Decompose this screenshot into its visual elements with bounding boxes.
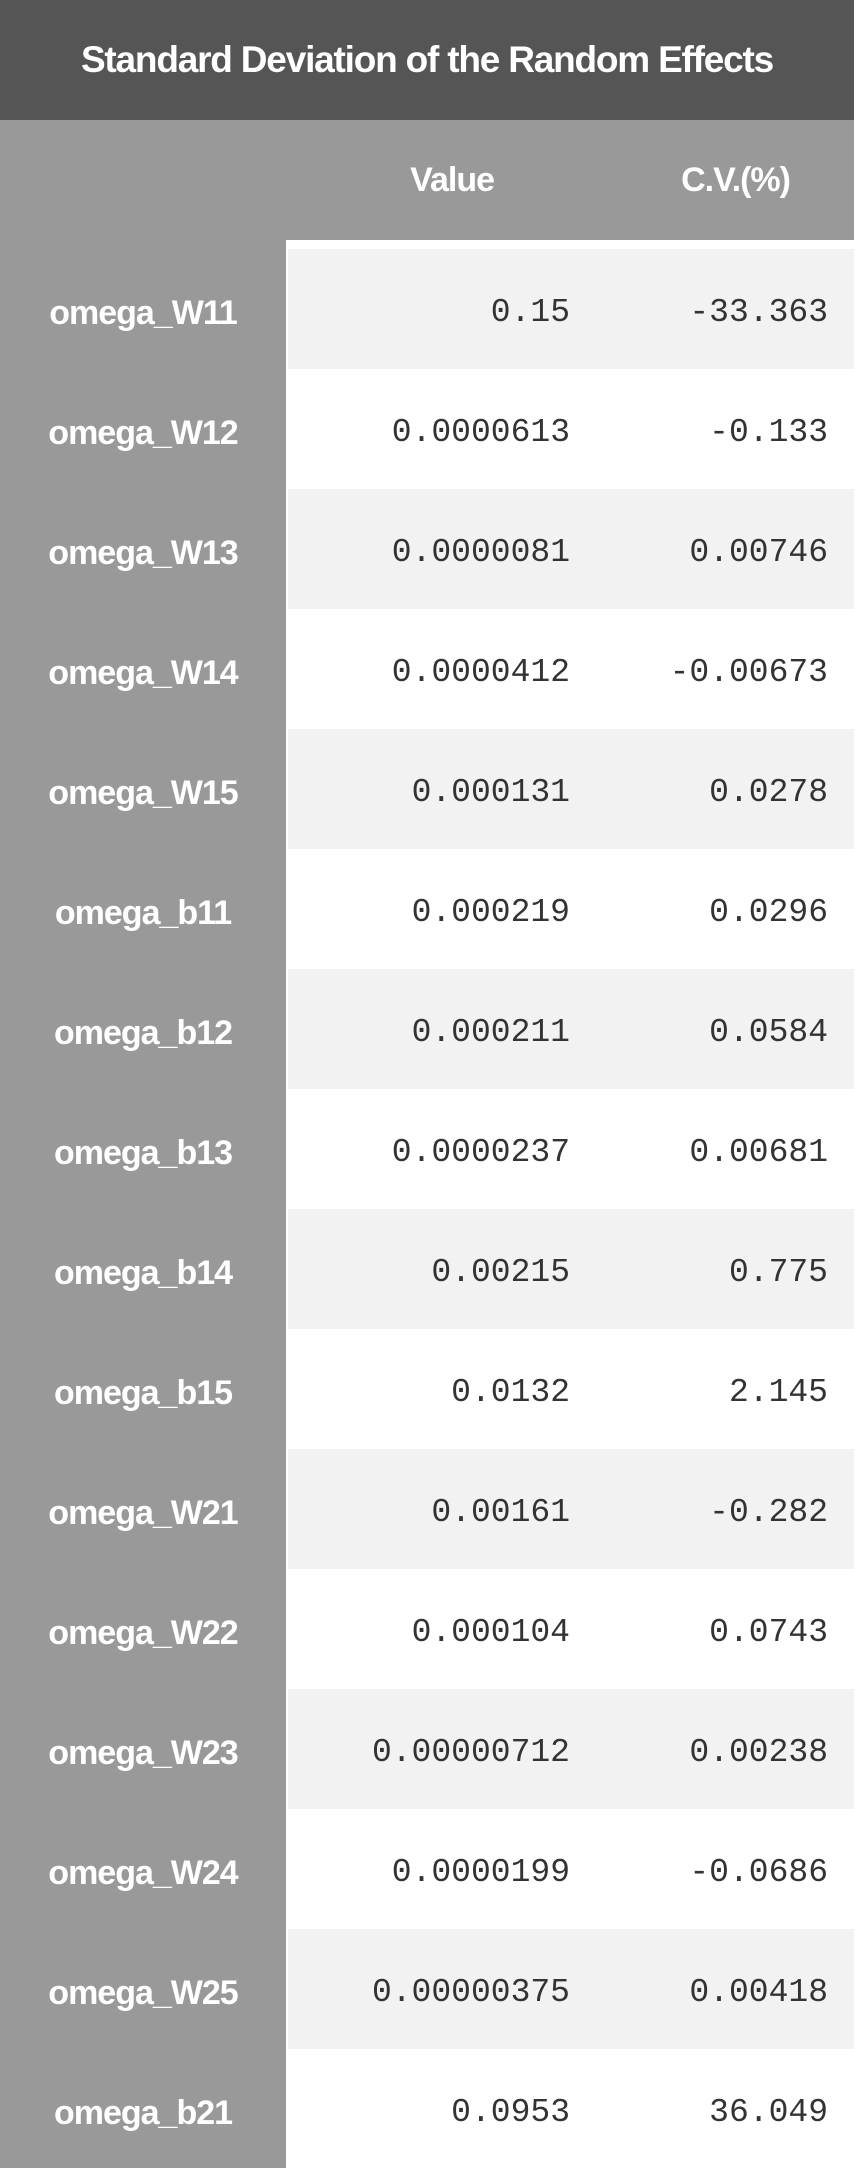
table-row: omega_W22 0.000104 0.0743 <box>0 1569 854 1689</box>
row-cells: 0.0132 2.145 <box>288 1329 854 1449</box>
cv-cell: 0.00681 <box>689 1134 828 1171</box>
row-header-column <box>0 240 286 2168</box>
row-label: omega_b21 <box>53 2094 233 2132</box>
table-row: omega_W11 0.15 -33.363 <box>0 249 854 369</box>
table-body: omega_W11 0.15 -33.363 omega_W12 0.0000613 -0… <box>0 249 854 2169</box>
table-row: omega_b12 0.000211 0.0584 <box>0 969 854 1089</box>
value-cell: 0.000211 <box>411 1014 570 1051</box>
row-cells: 0.000211 0.0584 <box>288 969 854 1089</box>
cv-cell: 0.775 <box>728 1254 828 1291</box>
row-label: omega_b11 <box>54 894 232 932</box>
table-title: Standard Deviation of the Random Effects <box>0 0 854 120</box>
row-label: omega_W11 <box>49 294 238 332</box>
value-cell: 0.0132 <box>451 1374 570 1411</box>
row-label: omega_W13 <box>48 534 238 572</box>
value-cell: 0.0000081 <box>391 534 570 571</box>
cv-cell: 0.00746 <box>689 534 828 571</box>
table-row: omega_b11 0.000219 0.0296 <box>0 849 854 969</box>
cv-cell: 0.00418 <box>689 1974 828 2011</box>
table-row: omega_W13 0.0000081 0.00746 <box>0 489 854 609</box>
row-label: omega_b14 <box>53 1254 233 1292</box>
row-label: omega_b13 <box>53 1134 233 1172</box>
cv-cell: -0.00673 <box>669 654 828 691</box>
value-cell: 0.00215 <box>431 1254 570 1291</box>
value-cell: 0.000104 <box>411 1614 570 1651</box>
value-cell: 0.0000199 <box>391 1854 570 1891</box>
value-cell: 0.000219 <box>411 894 570 931</box>
table-row: omega_W25 0.00000375 0.00418 <box>0 1929 854 2049</box>
row-cells: 0.0000613 -0.133 <box>288 369 854 489</box>
value-cell: 0.0000237 <box>391 1134 570 1171</box>
table-row: omega_b15 0.0132 2.145 <box>0 1329 854 1449</box>
row-cells: 0.0000199 -0.0686 <box>288 1809 854 1929</box>
cv-cell: 0.0743 <box>709 1614 828 1651</box>
row-cells: 0.000219 0.0296 <box>288 849 854 969</box>
row-label: omega_W24 <box>48 1854 238 1892</box>
value-cell: 0.00161 <box>431 1494 570 1531</box>
value-cell: 0.00000712 <box>371 1734 570 1771</box>
cv-cell: 0.0296 <box>709 894 828 931</box>
row-cells: 0.00000712 0.00238 <box>288 1689 854 1809</box>
row-label: omega_W15 <box>48 774 238 812</box>
value-cell: 0.0953 <box>451 2094 570 2131</box>
column-header-row: Value C.V.(%) <box>0 120 854 240</box>
row-label: omega_W12 <box>48 414 238 452</box>
cv-cell: 0.00238 <box>689 1734 828 1771</box>
row-label: omega_W14 <box>48 654 238 692</box>
row-cells: 0.15 -33.363 <box>288 249 854 369</box>
row-label: omega_W25 <box>48 1974 238 2012</box>
value-cell: 0.0000613 <box>391 414 570 451</box>
table-row: omega_W24 0.0000199 -0.0686 <box>0 1809 854 1929</box>
column-header-value: Value <box>410 161 495 199</box>
table-row: omega_W21 0.00161 -0.282 <box>0 1449 854 1569</box>
table-row: omega_b13 0.0000237 0.00681 <box>0 1089 854 1209</box>
row-cells: 0.000131 0.0278 <box>288 729 854 849</box>
cv-cell: -0.0686 <box>689 1854 828 1891</box>
cv-cell: -0.133 <box>709 414 828 451</box>
value-cell: 0.15 <box>490 294 570 331</box>
row-cells: 0.00161 -0.282 <box>288 1449 854 1569</box>
table-row: omega_b21 0.0953 36.049 <box>0 2049 854 2169</box>
row-label: omega_W23 <box>48 1734 238 1772</box>
cv-cell: -0.282 <box>709 1494 828 1531</box>
table-row: omega_W12 0.0000613 -0.133 <box>0 369 854 489</box>
row-cells: 0.0000412 -0.00673 <box>288 609 854 729</box>
table-row: omega_W23 0.00000712 0.00238 <box>0 1689 854 1809</box>
value-cell: 0.000131 <box>411 774 570 811</box>
row-cells: 0.000104 0.0743 <box>288 1569 854 1689</box>
cv-cell: -33.363 <box>689 294 828 331</box>
row-cells: 0.00000375 0.00418 <box>288 1929 854 2049</box>
column-header-cv: C.V.(%) <box>681 161 791 199</box>
row-cells: 0.00215 0.775 <box>288 1209 854 1329</box>
value-cell: 0.0000412 <box>391 654 570 691</box>
cv-cell: 2.145 <box>728 1374 828 1411</box>
table-row: omega_W15 0.000131 0.0278 <box>0 729 854 849</box>
table-row: omega_b14 0.00215 0.775 <box>0 1209 854 1329</box>
value-cell: 0.00000375 <box>371 1974 570 2011</box>
row-cells: 0.0953 36.049 <box>288 2049 854 2169</box>
row-label: omega_b15 <box>53 1374 233 1412</box>
cv-cell: 0.0278 <box>709 774 828 811</box>
row-label: omega_b12 <box>53 1014 233 1052</box>
cv-cell: 0.0584 <box>709 1014 828 1051</box>
row-label: omega_W22 <box>48 1614 238 1652</box>
row-cells: 0.0000237 0.00681 <box>288 1089 854 1209</box>
row-label: omega_W21 <box>48 1494 238 1532</box>
table-row: omega_W14 0.0000412 -0.00673 <box>0 609 854 729</box>
cv-cell: 36.049 <box>709 2094 828 2131</box>
row-cells: 0.0000081 0.00746 <box>288 489 854 609</box>
